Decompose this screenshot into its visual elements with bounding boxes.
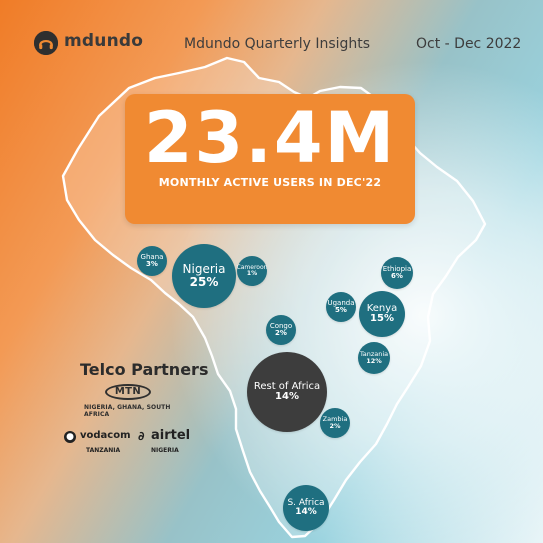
bubble-share: 3%: [146, 260, 158, 268]
bubble-share: 15%: [370, 313, 394, 324]
bubble-rest-of-africa: Rest of Africa 14%: [247, 352, 327, 432]
bubble-share: 14%: [295, 507, 317, 517]
airtel-country: NIGERIA: [151, 447, 179, 454]
vodacom-logo: ● vodacom: [64, 430, 140, 450]
bubble-share: 2%: [275, 329, 287, 337]
airtel-logo: ∂ airtel: [138, 428, 192, 448]
bubble-country: Zambia: [322, 415, 348, 424]
bubble-country: Nigeria: [182, 262, 226, 277]
hero-stat-box: [125, 94, 415, 224]
bubble-nigeria: Nigeria 25%: [172, 244, 236, 308]
bubble-south-africa: S. Africa 14%: [283, 485, 329, 531]
bubble-cameroon: Cameroon 1%: [237, 256, 267, 286]
bubble-tanzania: Tanzania 12%: [358, 342, 390, 374]
bubble-share: 12%: [366, 357, 382, 365]
bubble-ethiopia: Ethiopia 6%: [381, 257, 413, 289]
bubble-uganda: Uganda 5%: [326, 292, 356, 322]
date-range: Oct - Dec 2022: [416, 36, 522, 52]
bubble-share: 1%: [246, 270, 258, 277]
bubble-share: 14%: [275, 391, 299, 402]
bubble-country: Ghana: [140, 252, 164, 261]
bubble-share: 25%: [189, 275, 219, 289]
vodacom-icon: ●: [64, 431, 76, 443]
bubble-country: Uganda: [327, 298, 355, 307]
bubble-ghana: Ghana 3%: [137, 246, 167, 276]
brand-name: mdundo: [64, 31, 144, 51]
mtn-logo: MTN: [105, 384, 151, 400]
bubble-country: S. Africa: [287, 497, 325, 508]
hero-value: 23.4M: [143, 97, 397, 179]
bubble-country: Congo: [269, 321, 293, 330]
bubble-share: 5%: [335, 306, 347, 314]
mtn-countries: NIGERIA, GHANA, SOUTH AFRICA: [84, 404, 171, 418]
hero-label: MONTHLY ACTIVE USERS IN DEC'22: [158, 176, 382, 189]
bubble-congo: Congo 2%: [266, 315, 296, 345]
bubble-country: Tanzania: [359, 350, 389, 359]
airtel-name: airtel: [151, 428, 191, 443]
bubble-country: Cameroon: [236, 263, 268, 271]
headphones-icon: [34, 31, 58, 55]
page-title: Mdundo Quarterly Insights: [184, 36, 371, 52]
bubble-country: Rest of Africa: [253, 380, 321, 392]
bubble-zambia: Zambia 2%: [320, 408, 350, 438]
bubble-share: 2%: [329, 422, 341, 430]
bubble-share: 6%: [391, 272, 403, 280]
bubble-country: Kenya: [366, 302, 398, 314]
header: mdundo Mdundo Quarterly Insights Oct - D…: [0, 0, 543, 88]
telco-title: Telco Partners: [80, 360, 209, 379]
bubble-kenya: Kenya 15%: [359, 291, 405, 337]
airtel-icon: ∂: [138, 429, 145, 443]
bubble-country: Ethiopia: [382, 264, 412, 273]
vodacom-name: vodacom: [80, 430, 131, 441]
vodacom-country: TANZANIA: [86, 447, 121, 454]
